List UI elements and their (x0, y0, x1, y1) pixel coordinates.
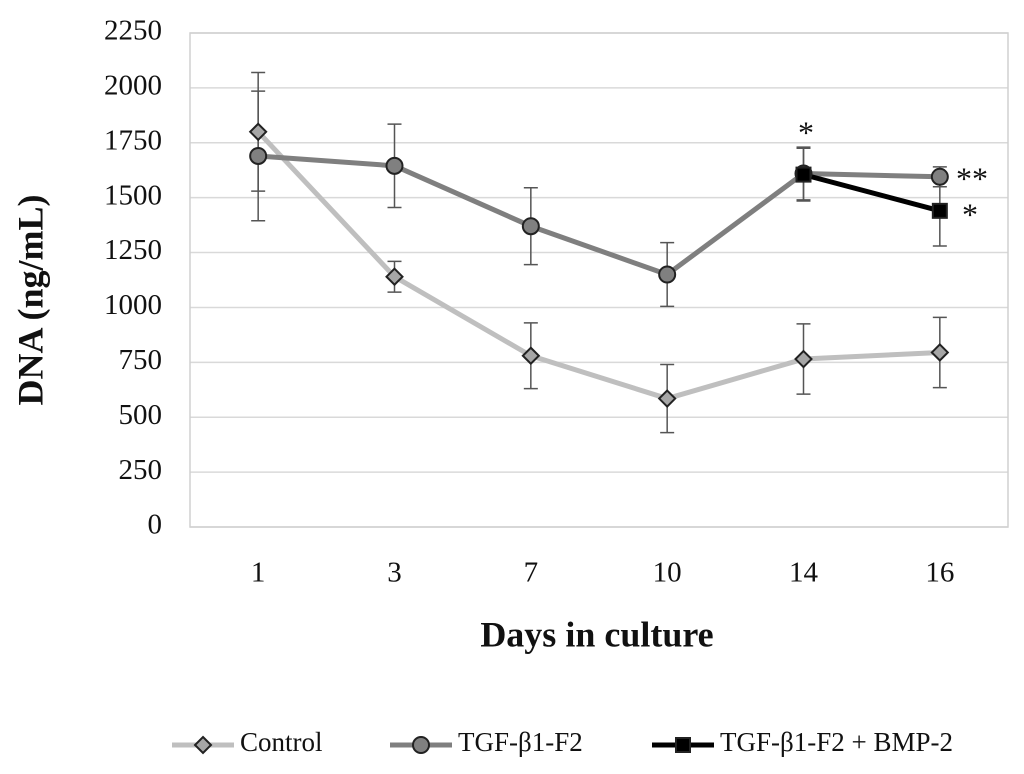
x-tick-label: 14 (789, 557, 819, 589)
y-axis-title: DNA (ng/mL) (10, 194, 50, 405)
data-point (930, 167, 949, 186)
data-point (657, 389, 677, 408)
data-point (794, 349, 813, 369)
legend-label: TGF-β1-F2 + BMP-2 (720, 727, 953, 757)
x-tick-label: 3 (387, 557, 402, 589)
plot-border (189, 32, 1009, 528)
series-line (257, 153, 940, 278)
legend-marker (412, 736, 430, 754)
y-tick-label: 1000 (104, 289, 162, 321)
data-point (385, 156, 404, 175)
annotation: * (798, 114, 814, 150)
legend-label: Control (240, 727, 323, 757)
annotation: ** (956, 160, 988, 196)
legend-marker (675, 737, 691, 753)
data-point (385, 267, 404, 287)
data-point (795, 166, 812, 183)
y-tick-label: 2000 (104, 70, 162, 102)
legend-label: TGF-β1-F2 (458, 727, 583, 757)
y-tick-label: 500 (119, 399, 163, 431)
x-axis-title: Days in culture (480, 614, 713, 654)
y-tick-label: 0 (148, 509, 163, 541)
x-tick-label: 16 (925, 557, 954, 589)
legend-marker (193, 735, 213, 755)
x-tick-label: 10 (653, 557, 682, 589)
annotation: * (962, 196, 978, 232)
x-tick-label: 7 (524, 557, 539, 589)
series-line (256, 130, 940, 402)
y-tick-label: 2250 (104, 15, 162, 47)
data-point (930, 343, 950, 362)
y-tick-label: 1250 (104, 234, 162, 266)
data-point (521, 217, 540, 236)
data-point (248, 122, 268, 142)
y-tick-label: 1500 (104, 179, 162, 211)
data-point (249, 146, 268, 165)
y-tick-label: 250 (119, 454, 163, 486)
series-line (802, 172, 941, 214)
y-tick-label: 750 (119, 344, 163, 376)
y-tick-label: 1750 (104, 124, 162, 156)
data-point (931, 202, 948, 219)
x-tick-label: 1 (251, 557, 266, 589)
data-point (521, 346, 541, 366)
data-point (658, 265, 677, 284)
